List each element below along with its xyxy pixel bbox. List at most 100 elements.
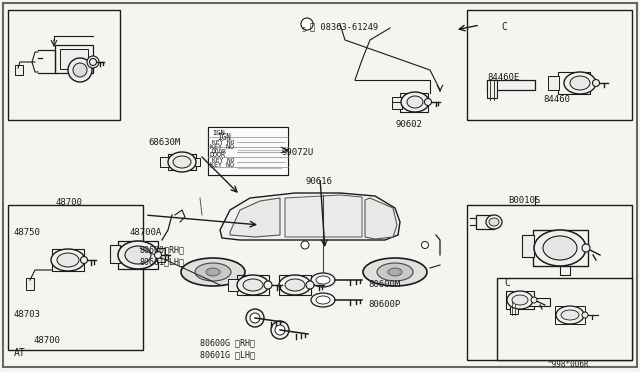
Ellipse shape xyxy=(512,295,528,305)
Text: 99072U: 99072U xyxy=(282,148,314,157)
Circle shape xyxy=(264,281,272,289)
Text: 48750: 48750 xyxy=(14,228,41,237)
Circle shape xyxy=(246,309,264,327)
Text: 80600M: 80600M xyxy=(368,280,400,289)
Bar xyxy=(55,45,93,73)
Bar xyxy=(52,249,84,271)
Text: KEY NO: KEY NO xyxy=(212,158,234,163)
Text: 90602: 90602 xyxy=(395,120,422,129)
Text: KEY NO ___________: KEY NO ___________ xyxy=(210,143,282,150)
Text: 90616: 90616 xyxy=(305,177,332,186)
Text: KEY NO ___________: KEY NO ___________ xyxy=(210,161,282,168)
Bar xyxy=(228,279,238,291)
Ellipse shape xyxy=(489,218,499,226)
Bar xyxy=(533,230,588,266)
Circle shape xyxy=(271,321,289,339)
Bar xyxy=(555,306,585,324)
Bar xyxy=(168,154,196,170)
Text: 48700: 48700 xyxy=(56,198,83,207)
Ellipse shape xyxy=(377,263,413,281)
Ellipse shape xyxy=(173,156,191,168)
Polygon shape xyxy=(162,184,440,275)
Ellipse shape xyxy=(181,258,245,286)
Bar xyxy=(467,205,632,360)
Bar xyxy=(279,275,311,295)
Circle shape xyxy=(531,297,537,303)
Ellipse shape xyxy=(195,263,231,281)
Text: ^998*006R: ^998*006R xyxy=(548,360,589,369)
Ellipse shape xyxy=(285,279,305,291)
Polygon shape xyxy=(285,195,362,237)
Ellipse shape xyxy=(51,249,85,271)
Text: 68630M: 68630M xyxy=(148,138,180,147)
Bar xyxy=(26,278,34,290)
Text: S: S xyxy=(302,27,306,33)
Bar xyxy=(8,10,120,120)
Text: 84460: 84460 xyxy=(543,95,570,104)
Polygon shape xyxy=(230,198,280,237)
Text: B0010S: B0010S xyxy=(508,196,540,205)
Ellipse shape xyxy=(237,275,269,295)
Bar xyxy=(510,298,518,314)
Bar xyxy=(497,278,632,360)
Circle shape xyxy=(422,241,429,248)
Circle shape xyxy=(250,313,260,323)
Polygon shape xyxy=(365,198,397,239)
Circle shape xyxy=(154,251,161,259)
Circle shape xyxy=(582,244,590,252)
Bar xyxy=(510,298,550,306)
Text: DOOR: DOOR xyxy=(210,152,226,158)
Ellipse shape xyxy=(311,293,335,307)
Ellipse shape xyxy=(363,258,427,286)
Bar xyxy=(160,157,169,167)
Text: 80601（LH）: 80601（LH） xyxy=(140,257,185,266)
Ellipse shape xyxy=(556,306,584,324)
Text: 80600P: 80600P xyxy=(368,300,400,309)
Text: Ⓢ 08363-61249: Ⓢ 08363-61249 xyxy=(310,22,378,31)
Circle shape xyxy=(68,58,92,82)
Text: C: C xyxy=(504,278,510,288)
Ellipse shape xyxy=(534,230,586,266)
Circle shape xyxy=(87,56,99,68)
Ellipse shape xyxy=(118,241,158,269)
Text: 48700: 48700 xyxy=(33,336,60,345)
Bar xyxy=(118,241,158,269)
Ellipse shape xyxy=(279,275,311,295)
Bar xyxy=(548,76,559,90)
Ellipse shape xyxy=(407,96,423,108)
Bar xyxy=(392,97,402,109)
Ellipse shape xyxy=(486,215,502,229)
Ellipse shape xyxy=(125,246,151,264)
Bar xyxy=(467,10,632,120)
Bar xyxy=(487,80,497,98)
Bar xyxy=(8,205,143,350)
Circle shape xyxy=(593,80,600,87)
Circle shape xyxy=(90,58,97,65)
Text: DOOR: DOOR xyxy=(212,149,227,154)
Ellipse shape xyxy=(311,273,335,287)
Ellipse shape xyxy=(561,310,579,320)
Text: IGN: IGN xyxy=(217,133,231,142)
Text: AT: AT xyxy=(14,348,26,358)
Text: 48700A: 48700A xyxy=(130,228,163,237)
Circle shape xyxy=(275,325,285,335)
Text: 80600G （RH）: 80600G （RH） xyxy=(200,338,255,347)
Bar xyxy=(15,65,23,75)
Ellipse shape xyxy=(507,291,533,309)
Bar xyxy=(487,80,535,90)
Circle shape xyxy=(306,281,314,289)
Bar xyxy=(476,215,494,229)
Bar xyxy=(400,93,428,112)
Text: C: C xyxy=(501,22,507,32)
Bar xyxy=(208,127,288,175)
Ellipse shape xyxy=(168,152,196,172)
Bar xyxy=(157,248,165,262)
Circle shape xyxy=(301,241,309,249)
Ellipse shape xyxy=(401,92,429,112)
Bar xyxy=(193,158,200,166)
Bar xyxy=(110,245,120,263)
Bar xyxy=(237,275,269,295)
Ellipse shape xyxy=(570,76,590,90)
Ellipse shape xyxy=(57,253,79,267)
Bar xyxy=(506,291,534,309)
